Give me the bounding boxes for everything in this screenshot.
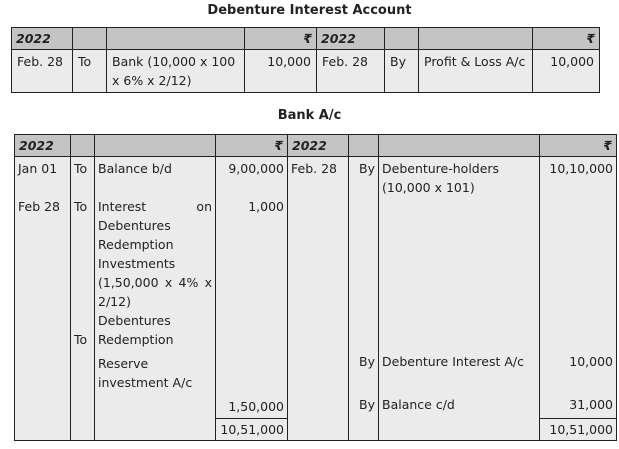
total-cr: 10,51,000 [539, 418, 617, 441]
amount: 1,50,000 [228, 399, 284, 414]
amount: 10,10,000 [549, 161, 613, 176]
to-label: To [72, 49, 107, 93]
date-dr: Feb. 28 [11, 49, 73, 93]
to-label: To [74, 199, 88, 214]
year-right: 2022 [287, 134, 349, 157]
date: Feb. 28 [291, 161, 337, 176]
amount: 10,000 [569, 354, 613, 369]
date-cr: Feb. 28 [316, 49, 385, 93]
particulars: Debenture-holders (10,000 x 101) [382, 161, 500, 195]
date: Jan 01 [18, 161, 58, 176]
particulars-dr: Bank (10,000 x 100 x 6% x 2/12) [106, 49, 245, 93]
year-left: 2022 [11, 27, 73, 50]
rupee-icon: ₹ [215, 134, 288, 157]
debenture-interest-table: 2022 ₹ 2022 ₹ Feb. 28 To Bank (10,000 x … [11, 27, 600, 93]
by-label: By [359, 354, 375, 369]
amount: 1,000 [248, 199, 284, 214]
amount-cr: 10,000 [532, 49, 600, 93]
particulars: Balance c/d [382, 397, 455, 412]
table-row: Feb. 28 To Bank (10,000 x 100 x 6% x 2/1… [11, 49, 600, 93]
by-label: By [359, 397, 375, 412]
rupee-icon: ₹ [244, 27, 317, 50]
particulars: Balance b/d [98, 161, 172, 176]
date: Feb 28 [18, 199, 61, 214]
bank-account-table: 2022 ₹ 2022 ₹ Jan 01 Feb 28 To To To Bal… [14, 134, 617, 441]
amount: 31,000 [569, 397, 613, 412]
total-dr: 10,51,000 [215, 418, 288, 441]
particulars-cr: Profit & Loss A/c [418, 49, 533, 93]
particulars: Debentures Redemption [98, 313, 174, 347]
particulars: Interest on Debentures Redemption Invest… [98, 199, 212, 309]
rupee-icon: ₹ [539, 134, 617, 157]
table-row: Jan 01 Feb 28 To To To Balance b/d Inter… [14, 156, 617, 419]
particulars: Debenture Interest A/c [382, 354, 524, 369]
table-header-row: 2022 ₹ 2022 ₹ [14, 134, 617, 157]
rupee-icon: ₹ [532, 27, 600, 50]
to-label: To [74, 161, 88, 176]
debenture-interest-title: Debenture Interest Account [207, 3, 412, 18]
by-label: By [384, 49, 419, 93]
table-header-row: 2022 ₹ 2022 ₹ [11, 27, 600, 50]
amount: 9,00,000 [228, 161, 284, 176]
year-right: 2022 [316, 27, 385, 50]
amount-dr: 10,000 [244, 49, 317, 93]
particulars: Reserve investment A/c [98, 356, 193, 390]
bank-account-title: Bank A/c [277, 108, 342, 123]
by-label: By [359, 161, 375, 176]
year-left: 2022 [14, 134, 71, 157]
totals-row: 10,51,000 10,51,000 [14, 418, 617, 441]
to-label: To [74, 332, 88, 347]
